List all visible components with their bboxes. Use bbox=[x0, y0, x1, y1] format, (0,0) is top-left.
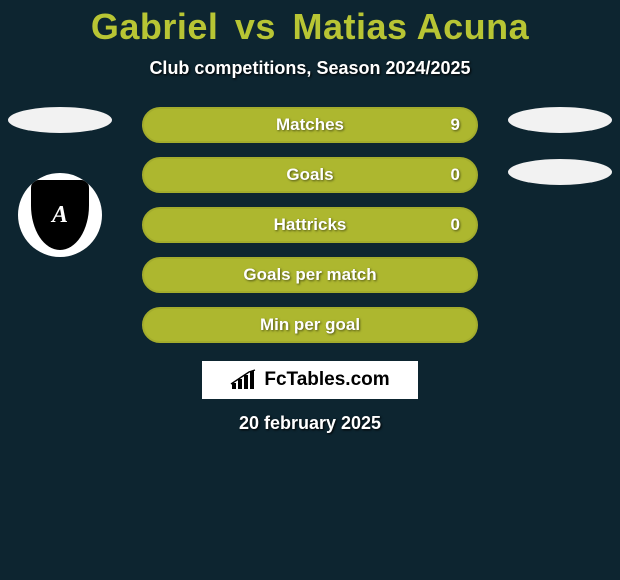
club-shield-icon: A bbox=[31, 180, 89, 250]
stat-value-right: 0 bbox=[451, 165, 460, 185]
right-player-column bbox=[500, 107, 620, 343]
stat-pill: Goals per match bbox=[142, 257, 478, 293]
left-player-column: A bbox=[0, 107, 120, 343]
stat-label: Min per goal bbox=[260, 315, 360, 335]
vs-separator: vs bbox=[235, 6, 276, 47]
stat-label: Matches bbox=[276, 115, 344, 135]
stat-pill: Hattricks 0 bbox=[142, 207, 478, 243]
comparison-title: Gabriel vs Matias Acuna bbox=[0, 6, 620, 48]
player2-name: Matias Acuna bbox=[292, 6, 529, 47]
stat-label: Goals per match bbox=[243, 265, 376, 285]
comparison-body: A Matches 9 Goals 0 Hattricks 0 Goals per matc… bbox=[0, 107, 620, 343]
brand-badge[interactable]: FcTables.com bbox=[202, 361, 418, 399]
stat-value-right: 9 bbox=[451, 115, 460, 135]
bar-chart-icon bbox=[230, 369, 256, 391]
stat-label: Goals bbox=[286, 165, 333, 185]
left-player-badge-placeholder bbox=[8, 107, 112, 133]
stat-label: Hattricks bbox=[274, 215, 347, 235]
left-club-logo: A bbox=[18, 173, 102, 257]
brand-text: FcTables.com bbox=[264, 369, 389, 391]
right-player-badge-placeholder-1 bbox=[508, 107, 612, 133]
stat-value-right: 0 bbox=[451, 215, 460, 235]
stat-pill: Min per goal bbox=[142, 307, 478, 343]
comparison-subtitle: Club competitions, Season 2024/2025 bbox=[0, 58, 620, 79]
stat-pill: Matches 9 bbox=[142, 107, 478, 143]
stats-center: Matches 9 Goals 0 Hattricks 0 Goals per match M… bbox=[120, 107, 500, 343]
right-player-badge-placeholder-2 bbox=[508, 159, 612, 185]
stat-pill: Goals 0 bbox=[142, 157, 478, 193]
snapshot-date: 20 february 2025 bbox=[0, 413, 620, 434]
stat-rows: Matches 9 Goals 0 Hattricks 0 Goals per match M… bbox=[142, 107, 478, 343]
player1-name: Gabriel bbox=[91, 6, 219, 47]
